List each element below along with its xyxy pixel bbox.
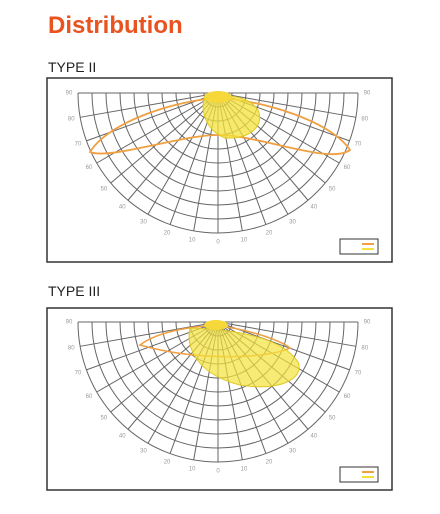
section-title: TYPE II [48, 59, 96, 75]
grid-spoke [217, 92, 356, 118]
angle-label: 70 [355, 371, 362, 377]
angle-label: 80 [361, 345, 368, 351]
angle-label: 20 [266, 231, 273, 237]
angle-label: 10 [189, 466, 196, 472]
angle-label: 40 [119, 205, 126, 211]
angle-label: 50 [101, 415, 108, 421]
angle-label: 60 [86, 165, 93, 171]
angle-label: 30 [140, 220, 147, 226]
angle-label: 40 [310, 205, 317, 211]
angle-label: 70 [355, 142, 362, 148]
angle-label: 50 [101, 186, 108, 192]
angle-label: 80 [68, 345, 75, 351]
angle-label: 30 [140, 449, 147, 455]
angle-label: 0 [216, 469, 220, 475]
angle-label: 10 [241, 237, 248, 243]
angle-label: 90 [364, 91, 371, 97]
grid-spoke [110, 92, 219, 184]
page-title: Distribution [48, 12, 183, 39]
angle-label: 10 [241, 466, 248, 472]
angle-label: 80 [68, 116, 75, 122]
angle-label: 70 [75, 371, 82, 377]
angle-label: 0 [216, 240, 220, 246]
angle-label: 10 [189, 237, 196, 243]
angle-label: 60 [344, 394, 351, 400]
angle-label: 90 [66, 320, 73, 326]
angle-label: 60 [344, 165, 351, 171]
angle-label: 90 [66, 91, 73, 97]
angle-label: 80 [361, 116, 368, 122]
light-source [204, 91, 232, 103]
angle-label: 90 [364, 320, 371, 326]
legend-box [339, 466, 379, 483]
light-intensity [188, 327, 300, 388]
angle-label: 40 [310, 434, 317, 440]
angle-label: 20 [164, 460, 171, 466]
angle-label: 60 [86, 394, 93, 400]
angle-label: 30 [289, 220, 296, 226]
grid-spoke [217, 321, 356, 347]
light-curve [88, 97, 352, 155]
legend-box [339, 238, 379, 255]
section-title: TYPE III [48, 283, 100, 299]
angle-label: 20 [164, 231, 171, 237]
angle-label: 50 [329, 415, 336, 421]
angle-label: 40 [119, 434, 126, 440]
angle-label: 70 [75, 142, 82, 148]
angle-label: 20 [266, 460, 273, 466]
grid-spoke [80, 92, 219, 118]
angle-label: 30 [289, 449, 296, 455]
light-intensity [202, 95, 261, 139]
grid-spoke [80, 321, 219, 347]
light-source [204, 320, 228, 330]
angle-label: 50 [329, 186, 336, 192]
